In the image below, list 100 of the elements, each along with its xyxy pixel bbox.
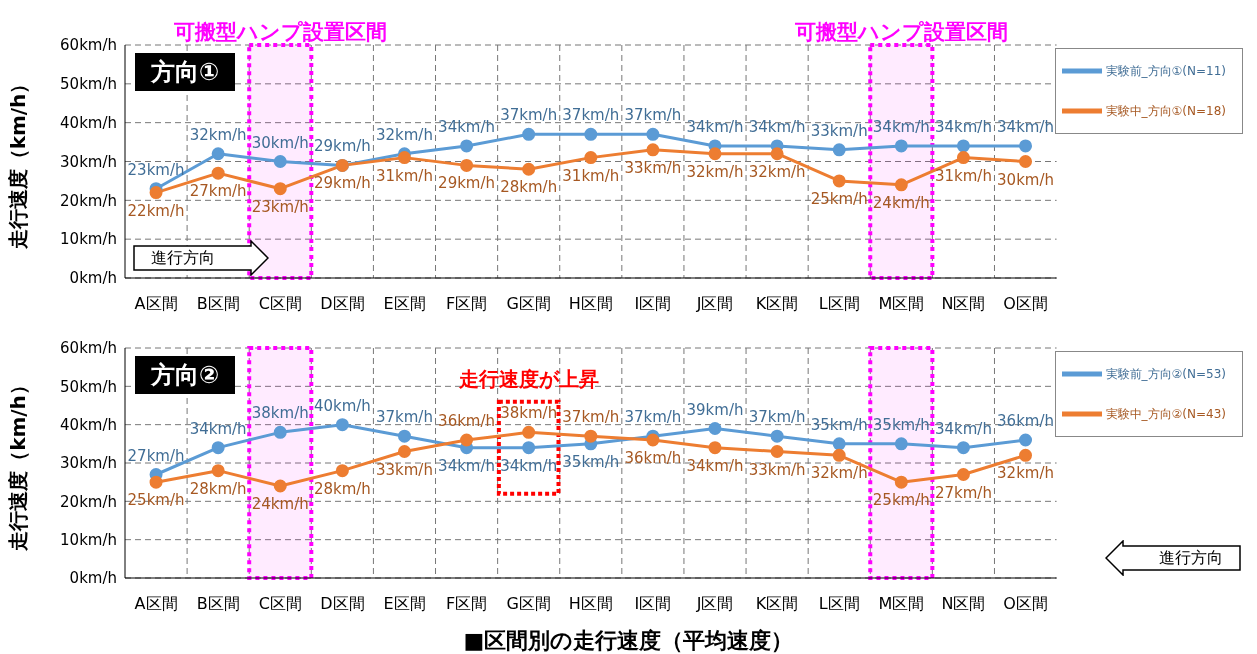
data-label: 31km/h <box>934 166 992 185</box>
x-tick-label: N区間 <box>941 294 986 314</box>
x-tick-label: J区間 <box>695 594 734 614</box>
data-label: 34km/h <box>934 117 992 136</box>
data-label: 28km/h <box>189 479 247 498</box>
text: 方向② <box>135 356 236 394</box>
y-tick-label: 20km/h <box>60 492 117 511</box>
data-label: 32km/h <box>748 162 806 181</box>
band-label: 可搬型ハンプ設置区間 <box>172 20 387 44</box>
y-tick-label: 20km/h <box>60 191 117 210</box>
data-label: 32km/h <box>189 125 247 144</box>
x-tick-label: K区間 <box>755 594 799 614</box>
annotation: 走行速度が上昇 <box>457 366 599 391</box>
x-tick-label: K区間 <box>755 294 799 314</box>
y-tick-label: 30km/h <box>60 454 117 473</box>
data-label: 34km/h <box>500 456 558 475</box>
data-label: 35km/h <box>872 415 930 434</box>
data-label: 27km/h <box>189 182 247 201</box>
x-tick-label: L区間 <box>818 294 860 314</box>
data-label: 23km/h <box>127 160 185 179</box>
data-label: 37km/h <box>376 408 433 427</box>
data-label: 23km/h <box>251 197 309 216</box>
y-tick-label: 10km/h <box>60 530 117 549</box>
data-label: 39km/h <box>686 400 744 419</box>
x-tick-label: N区間 <box>941 594 986 614</box>
y-tick-label: 0km/h <box>69 569 117 588</box>
data-label: 40km/h <box>313 396 371 415</box>
data-label: 33km/h <box>810 121 868 140</box>
y-axis-title: 走行速度（km/h） <box>6 375 31 552</box>
data-label: 37km/h <box>624 408 682 427</box>
data-label: 28km/h <box>500 178 558 197</box>
x-tick-label: G区間 <box>506 594 551 614</box>
data-label: 30km/h <box>251 133 309 152</box>
data-label: 37km/h <box>562 106 620 125</box>
y-tick-label: 50km/h <box>60 75 117 94</box>
x-tick-label: A区間 <box>134 294 178 314</box>
data-label: 37km/h <box>500 106 558 125</box>
x-tick-label: E区間 <box>383 594 426 614</box>
y-tick-label: 0km/h <box>69 269 117 288</box>
data-label: 36km/h <box>438 412 496 430</box>
data-label: 34km/h <box>748 117 806 136</box>
data-label: 27km/h <box>934 483 992 502</box>
x-tick-label: H区間 <box>568 594 613 614</box>
x-tick-label: F区間 <box>445 294 488 314</box>
data-label: 34km/h <box>189 419 247 438</box>
data-label: 32km/h <box>376 125 433 144</box>
data-label: 34km/h <box>934 419 992 438</box>
x-tick-label: C区間 <box>258 594 302 614</box>
x-tick-label: F区間 <box>445 594 488 614</box>
data-label: 35km/h <box>810 415 868 434</box>
x-tick-label: D区間 <box>320 594 365 614</box>
x-tick-label: O区間 <box>1003 294 1048 314</box>
data-label: 34km/h <box>997 117 1054 136</box>
data-label: 29km/h <box>313 174 371 193</box>
y-tick-label: 60km/h <box>60 339 117 358</box>
data-label: 35km/h <box>562 452 620 471</box>
x-tick-label: B区間 <box>196 294 240 314</box>
data-label: 29km/h <box>313 137 371 156</box>
y-tick-label: 40km/h <box>60 415 117 434</box>
y-tick-label: 10km/h <box>60 230 117 249</box>
data-label: 38km/h <box>500 404 558 423</box>
data-label: 33km/h <box>748 460 806 479</box>
y-tick-label: 60km/h <box>60 36 117 55</box>
band-label: 可搬型ハンプ設置区間 <box>793 20 1008 44</box>
x-tick-label: G区間 <box>506 294 551 314</box>
data-label: 33km/h <box>624 158 682 177</box>
data-label: 25km/h <box>872 491 930 510</box>
data-label: 38km/h <box>251 404 309 423</box>
x-tick-label: L区間 <box>818 594 860 614</box>
data-label: 36km/h <box>624 449 682 467</box>
x-tick-label: I区間 <box>634 594 672 614</box>
y-tick-label: 30km/h <box>60 152 117 171</box>
data-label: 32km/h <box>686 162 744 181</box>
annotation: 進行方向 <box>150 247 216 269</box>
data-label: 25km/h <box>127 491 185 510</box>
x-tick-label: H区間 <box>568 294 613 314</box>
data-label: 34km/h <box>438 117 496 136</box>
data-label: 37km/h <box>748 408 806 427</box>
x-tick-label: B区間 <box>196 594 240 614</box>
data-label: 27km/h <box>127 446 185 465</box>
legend-label: 実験中_方向②(N=43) <box>1105 406 1226 421</box>
x-tick-label: I区間 <box>634 294 672 314</box>
data-label: 31km/h <box>376 166 433 185</box>
data-label: 24km/h <box>251 495 309 513</box>
data-label: 30km/h <box>997 170 1054 189</box>
data-label: 31km/h <box>562 166 620 185</box>
legend-label: 実験前_方向②(N=53) <box>1105 366 1226 381</box>
x-tick-label: D区間 <box>320 294 365 314</box>
data-label: 34km/h <box>686 456 744 475</box>
y-tick-label: 50km/h <box>60 377 117 396</box>
legend-label: 実験前_方向①(N=11) <box>1105 63 1226 78</box>
data-label: 34km/h <box>686 117 744 136</box>
x-tick-label: M区間 <box>878 594 925 614</box>
data-label: 25km/h <box>810 189 868 208</box>
data-label: 29km/h <box>438 174 496 193</box>
x-tick-label: E区間 <box>383 294 426 314</box>
data-label: 22km/h <box>127 201 185 220</box>
x-tick-label: M区間 <box>878 294 925 314</box>
x-tick-label: J区間 <box>695 294 734 314</box>
x-tick-label: O区間 <box>1003 594 1048 614</box>
